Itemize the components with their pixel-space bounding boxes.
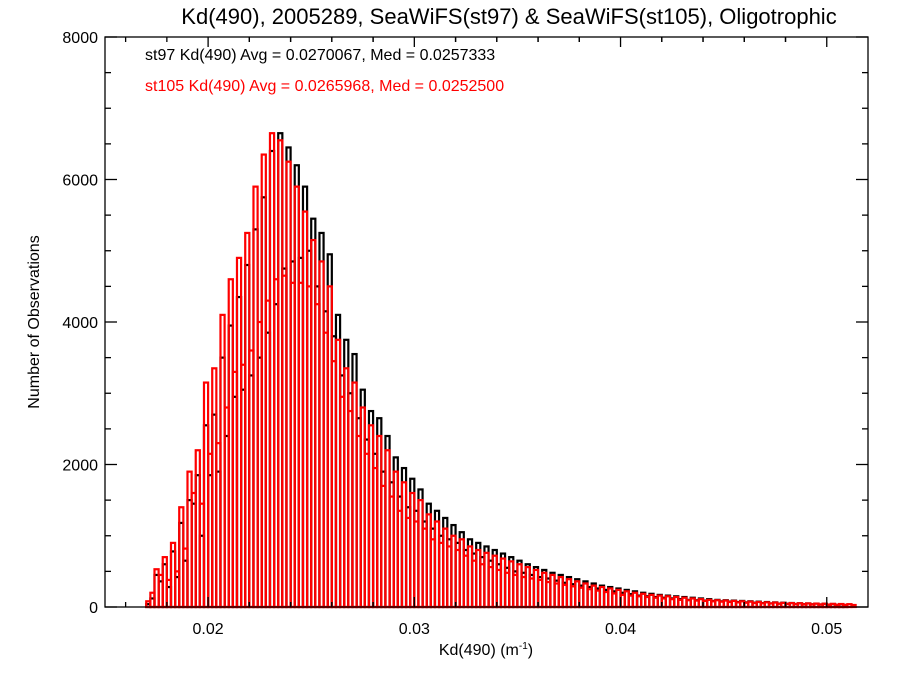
x-axis-label-sup: -1 <box>519 641 528 652</box>
y-tick-label: 2000 <box>62 458 98 475</box>
x-tick-label: 0.04 <box>605 621 636 638</box>
legend-st105: st105 Kd(490) Avg = 0.0265968, Med = 0.0… <box>145 78 504 95</box>
chart-title: Kd(490), 2005289, SeaWiFS(st97) & SeaWiF… <box>181 4 836 29</box>
y-axis-label: Number of Observations <box>26 235 43 408</box>
series-layer <box>145 132 857 609</box>
x-tick-label: 0.02 <box>193 621 224 638</box>
x-axis-label: Kd(490) (m-1) <box>439 641 533 659</box>
series-st105 <box>145 132 857 609</box>
legend-st97: st97 Kd(490) Avg = 0.0270067, Med = 0.02… <box>145 47 495 64</box>
y-tick-label: 6000 <box>62 173 98 190</box>
x-axis-label-end: ) <box>528 642 533 659</box>
x-tick-label: 0.05 <box>811 621 842 638</box>
y-tick-label: 8000 <box>62 30 98 47</box>
ticks-layer: 0.02 0.03 0.04 0.05 0 2000 4000 6000 8000 <box>62 30 868 638</box>
y-tick-label: 0 <box>89 600 98 617</box>
x-tick-label: 0.03 <box>399 621 430 638</box>
y-tick-label: 4000 <box>62 315 98 332</box>
series-st97 <box>145 132 849 609</box>
x-axis-label-main: Kd(490) (m <box>439 642 519 659</box>
